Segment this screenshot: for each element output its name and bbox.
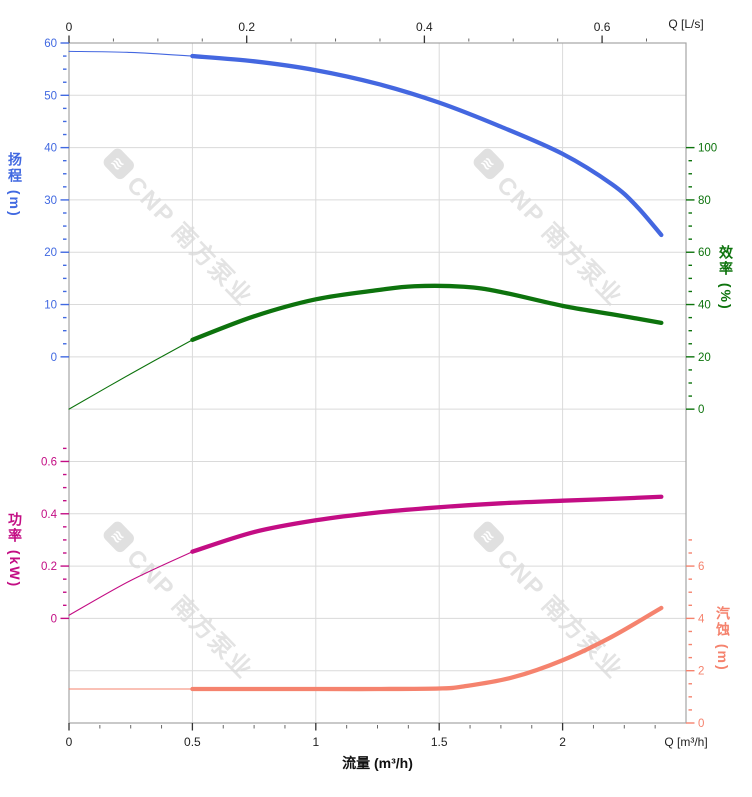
- npsh-curve: [68, 605, 664, 692]
- flow-axis-title: 流量 (m³/h): [342, 755, 413, 771]
- top-tick-label: 0.4: [416, 20, 433, 34]
- power-tick-label: 0.4: [41, 509, 58, 521]
- npsh-axis: [686, 539, 695, 724]
- head-tick-label: 10: [44, 300, 57, 312]
- head-tick-label: 60: [44, 38, 57, 50]
- eff-tick-label: 80: [698, 195, 711, 207]
- power-axis-title: 功率 (kW): [7, 512, 23, 589]
- eff-curve: [68, 283, 664, 410]
- bottom-tick-label: 1: [312, 735, 319, 749]
- bottom-tick-label: 2: [559, 735, 566, 749]
- eff-tick-label: 40: [698, 300, 711, 312]
- head-axis: [60, 42, 69, 358]
- power-axis: [60, 447, 69, 620]
- head-axis-title: 扬程 (m): [7, 152, 23, 218]
- power-curve: [68, 494, 664, 616]
- bottom-axis: [68, 723, 656, 731]
- eff-tick-label: 0: [698, 404, 704, 416]
- head-tick-label: 20: [44, 247, 57, 259]
- bottom-tick-label: 0: [66, 735, 73, 749]
- gridlines: [69, 43, 686, 723]
- top-axis-unit: Q [L/s]: [668, 17, 704, 31]
- power-tick-label: 0.2: [41, 561, 57, 573]
- top-tick-label: 0.2: [238, 20, 255, 34]
- eff-axis: [686, 146, 695, 410]
- head-curve: [68, 50, 664, 238]
- head-tick-label: 40: [44, 143, 57, 155]
- head-tick-label: 0: [51, 352, 57, 364]
- bottom-tick-label: 1.5: [431, 735, 448, 749]
- eff-tick-label: 20: [698, 352, 711, 364]
- top-axis: [68, 35, 648, 43]
- eff-tick-label: 60: [698, 247, 711, 259]
- power-tick-label: 0.6: [41, 456, 57, 468]
- npsh-tick-label: 2: [698, 666, 704, 678]
- eff-tick-label: 100: [698, 143, 717, 155]
- top-tick-label: 0.6: [594, 20, 611, 34]
- head-tick-label: 50: [44, 90, 57, 102]
- power-tick-label: 0: [51, 613, 57, 625]
- head-tick-label: 30: [44, 195, 57, 207]
- npsh-tick-label: 0: [698, 718, 704, 730]
- top-tick-label: 0: [66, 20, 73, 34]
- npsh-tick-label: 6: [698, 561, 704, 573]
- npsh-tick-label: 4: [698, 613, 705, 625]
- npsh-axis-title: 汽蚀 (m): [715, 606, 731, 672]
- plot-border: [68, 42, 687, 724]
- efficiency-axis-title: 效率 (%): [718, 245, 734, 311]
- bottom-tick-label: 0.5: [184, 735, 201, 749]
- bottom-axis-unit: Q [m³/h]: [664, 735, 708, 749]
